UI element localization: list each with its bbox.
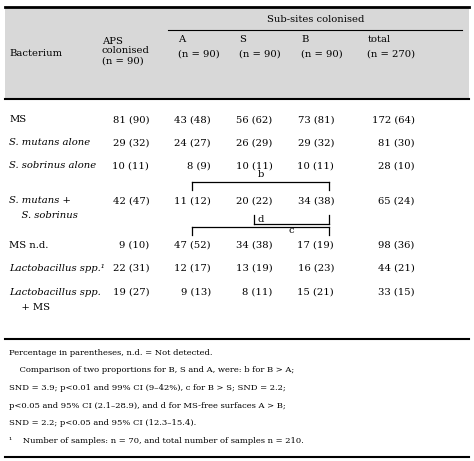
Text: ¹    Number of samples: n = 70, and total number of samples n = 210.: ¹ Number of samples: n = 70, and total n…: [9, 437, 304, 444]
Text: B: B: [301, 35, 309, 45]
Text: 34 (38): 34 (38): [298, 196, 334, 205]
Text: Lactobacillus spp.¹: Lactobacillus spp.¹: [9, 264, 105, 273]
Bar: [5, 7, 469, 99]
Text: (n = 90): (n = 90): [102, 57, 144, 66]
Text: Percentage in parentheses, n.d. = Not detected.: Percentage in parentheses, n.d. = Not de…: [9, 349, 213, 357]
Text: 42 (47): 42 (47): [112, 196, 149, 205]
Text: 81 (30): 81 (30): [378, 138, 415, 148]
Text: 28 (10): 28 (10): [378, 161, 415, 171]
Text: 10 (11): 10 (11): [297, 161, 334, 171]
Text: 43 (48): 43 (48): [174, 115, 211, 124]
Text: 10 (11): 10 (11): [112, 161, 149, 171]
Text: 26 (29): 26 (29): [236, 138, 273, 148]
Text: colonised: colonised: [102, 46, 150, 55]
Text: 65 (24): 65 (24): [378, 196, 415, 205]
Text: 24 (27): 24 (27): [174, 138, 211, 148]
Text: 81 (90): 81 (90): [113, 115, 149, 124]
Text: d: d: [257, 215, 264, 224]
Text: 33 (15): 33 (15): [378, 288, 415, 297]
Text: 15 (21): 15 (21): [297, 288, 334, 297]
Text: + MS: + MS: [9, 302, 50, 312]
Text: APS: APS: [102, 37, 123, 46]
Text: (n = 270): (n = 270): [367, 49, 416, 59]
Text: MS n.d.: MS n.d.: [9, 241, 49, 250]
Text: 56 (62): 56 (62): [237, 115, 273, 124]
Text: 47 (52): 47 (52): [174, 241, 211, 250]
Text: SND = 3.9; p<0.01 and 99% CI (9–42%), c for B > S; SND = 2.2;: SND = 3.9; p<0.01 and 99% CI (9–42%), c …: [9, 384, 286, 392]
Text: S: S: [239, 35, 246, 45]
Text: 10 (11): 10 (11): [236, 161, 273, 171]
Text: c: c: [289, 226, 294, 236]
Text: (n = 90): (n = 90): [178, 49, 219, 59]
Text: S. mutans alone: S. mutans alone: [9, 138, 91, 148]
Text: 12 (17): 12 (17): [174, 264, 211, 273]
Text: 19 (27): 19 (27): [113, 288, 149, 297]
Text: 22 (31): 22 (31): [113, 264, 149, 273]
Text: Comparison of two proportions for B, S and A, were: b for B > A;: Comparison of two proportions for B, S a…: [9, 366, 295, 374]
Text: 34 (38): 34 (38): [236, 241, 273, 250]
Text: 9 (10): 9 (10): [119, 241, 149, 250]
Text: p<0.05 and 95% CI (2.1–28.9), and d for MS-free surfaces A > B;: p<0.05 and 95% CI (2.1–28.9), and d for …: [9, 402, 286, 409]
Text: 172 (64): 172 (64): [372, 115, 415, 124]
Text: 9 (13): 9 (13): [181, 288, 211, 297]
Text: S. sobrinus: S. sobrinus: [9, 211, 78, 220]
Text: 11 (12): 11 (12): [174, 196, 211, 205]
Text: 44 (21): 44 (21): [378, 264, 415, 273]
Text: 8 (11): 8 (11): [242, 288, 273, 297]
Text: 8 (9): 8 (9): [187, 161, 211, 171]
Text: 98 (36): 98 (36): [378, 241, 415, 250]
Text: 17 (19): 17 (19): [297, 241, 334, 250]
Text: MS: MS: [9, 115, 27, 124]
Text: S. sobrinus alone: S. sobrinus alone: [9, 161, 97, 171]
Text: SND = 2.2; p<0.05 and 95% CI (12.3–15.4).: SND = 2.2; p<0.05 and 95% CI (12.3–15.4)…: [9, 419, 197, 427]
Text: 29 (32): 29 (32): [298, 138, 334, 148]
Text: 29 (32): 29 (32): [113, 138, 149, 148]
Text: total: total: [367, 35, 391, 45]
Text: Sub-sites colonised: Sub-sites colonised: [266, 15, 364, 24]
Text: 16 (23): 16 (23): [298, 264, 334, 273]
Text: b: b: [257, 170, 264, 179]
Text: A: A: [178, 35, 185, 45]
Text: (n = 90): (n = 90): [301, 49, 343, 59]
Text: 20 (22): 20 (22): [236, 196, 273, 205]
Text: Lactobacillus spp.: Lactobacillus spp.: [9, 288, 101, 297]
Text: S. mutans +: S. mutans +: [9, 196, 72, 205]
Text: 13 (19): 13 (19): [236, 264, 273, 273]
Text: 73 (81): 73 (81): [298, 115, 334, 124]
Text: (n = 90): (n = 90): [239, 49, 281, 59]
Text: Bacterium: Bacterium: [9, 48, 63, 58]
